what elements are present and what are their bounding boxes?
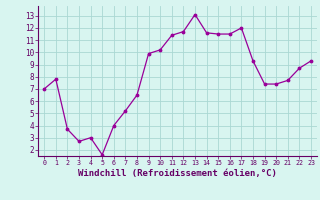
X-axis label: Windchill (Refroidissement éolien,°C): Windchill (Refroidissement éolien,°C) xyxy=(78,169,277,178)
